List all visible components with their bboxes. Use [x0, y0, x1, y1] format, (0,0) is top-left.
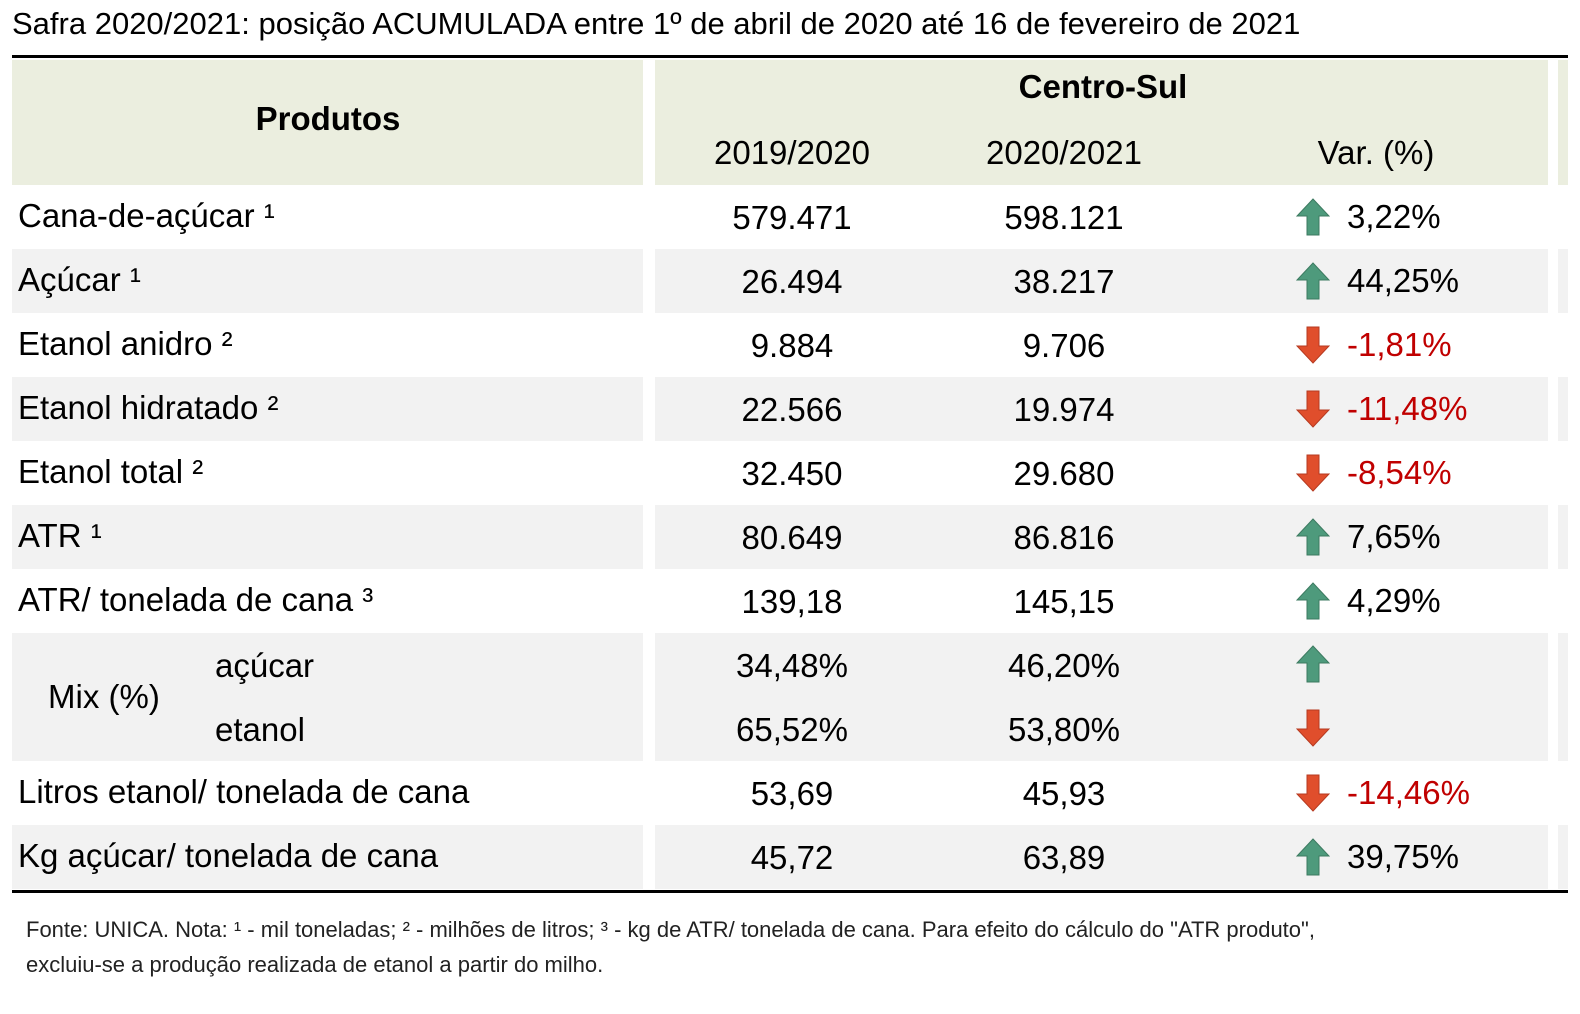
cell-value: 19.974 — [1013, 391, 1115, 428]
footnote: Fonte: UNICA. Nota: ¹ - mil toneladas; ²… — [26, 917, 1315, 942]
column-header: Var. (%) — [1317, 134, 1435, 171]
variation: -1,81% — [1347, 326, 1452, 363]
cell-value: 29.680 — [1013, 455, 1115, 492]
cell-value: 63,89 — [1022, 839, 1106, 876]
arrow-down — [1296, 326, 1330, 364]
arrow-down — [1296, 454, 1330, 492]
variation: -8,54% — [1347, 454, 1452, 491]
row-bg — [655, 249, 1548, 313]
cell-value: 32.450 — [741, 455, 843, 492]
arrow-up — [1296, 198, 1330, 236]
cell-value: 22.566 — [741, 391, 843, 428]
row-bg — [655, 825, 1548, 889]
row-label: ATR ¹ — [18, 517, 102, 554]
rule — [12, 55, 1568, 58]
arrow-down — [1296, 390, 1330, 428]
row-bg — [1558, 825, 1568, 889]
arrow-down — [1296, 774, 1330, 812]
footnote: excluiu-se a produção realizada de etano… — [26, 952, 604, 977]
cell-value: 9.884 — [750, 327, 834, 364]
row-bg — [12, 377, 643, 441]
sub-label: açúcar — [215, 647, 315, 684]
row-bg — [12, 825, 643, 889]
column-header: 2020/2021 — [986, 134, 1142, 171]
cell-value: 45,72 — [750, 839, 834, 876]
row-label: Mix (%) — [48, 678, 160, 715]
row-label: Litros etanol/ tonelada de cana — [18, 773, 470, 810]
row-label: Açúcar ¹ — [18, 261, 141, 298]
row-label: Etanol hidratado ² — [18, 389, 279, 426]
cell-value: 53,69 — [750, 775, 834, 812]
title: Safra 2020/2021: posição ACUMULADA entre… — [12, 6, 1301, 41]
cell-value: 26.494 — [741, 263, 843, 300]
cell-value: 34,48% — [736, 647, 848, 684]
cell-value: 53,80% — [1008, 711, 1120, 748]
arrow-up — [1296, 262, 1330, 300]
cell-value: 86.816 — [1013, 519, 1115, 556]
cell-value: 139,18 — [741, 583, 843, 620]
arrow-up — [1296, 838, 1330, 876]
row-bg — [12, 505, 643, 569]
variation: 39,75% — [1347, 838, 1459, 875]
cell-value: 38.217 — [1013, 263, 1115, 300]
cell-value: 65,52% — [736, 711, 848, 748]
header-bg — [12, 60, 643, 185]
row-bg — [655, 633, 1548, 761]
sub-label: etanol — [215, 711, 305, 748]
cell-value: 80.649 — [741, 519, 843, 556]
header-bg — [655, 60, 1548, 185]
column-header: 2019/2020 — [714, 134, 870, 171]
variation: 44,25% — [1347, 262, 1459, 299]
row-bg — [1558, 633, 1568, 761]
arrow-down — [1296, 709, 1330, 747]
cell-value: 46,20% — [1008, 647, 1120, 684]
cell-value: 598.121 — [1004, 199, 1124, 236]
row-bg — [1558, 249, 1568, 313]
arrow-up — [1296, 518, 1330, 556]
rule — [12, 890, 1568, 893]
variation: 7,65% — [1347, 518, 1441, 555]
variation: -11,48% — [1347, 390, 1468, 427]
row-bg — [12, 633, 643, 761]
variation: -14,46% — [1347, 774, 1470, 811]
cell-value: 145,15 — [1013, 583, 1115, 620]
row-label: Kg açúcar/ tonelada de cana — [18, 837, 439, 874]
row-label: Etanol anidro ² — [18, 325, 233, 362]
arrow-up — [1296, 645, 1330, 683]
variation: 3,22% — [1347, 198, 1441, 235]
row-bg — [1558, 505, 1568, 569]
row-bg — [12, 249, 643, 313]
arrow-up — [1296, 582, 1330, 620]
header-bg — [1558, 60, 1568, 185]
header-region: Centro-Sul — [1018, 68, 1188, 105]
header-products: Produtos — [255, 100, 401, 137]
cell-value: 45,93 — [1022, 775, 1106, 812]
row-label: Cana-de-açúcar ¹ — [18, 197, 275, 234]
row-bg — [1558, 377, 1568, 441]
row-bg — [655, 505, 1548, 569]
row-label: Etanol total ² — [18, 453, 204, 490]
cell-value: 9.706 — [1022, 327, 1106, 364]
row-label: ATR/ tonelada de cana ³ — [18, 581, 374, 618]
cell-value: 579.471 — [732, 199, 852, 236]
row-bg — [655, 377, 1548, 441]
variation: 4,29% — [1347, 582, 1441, 619]
